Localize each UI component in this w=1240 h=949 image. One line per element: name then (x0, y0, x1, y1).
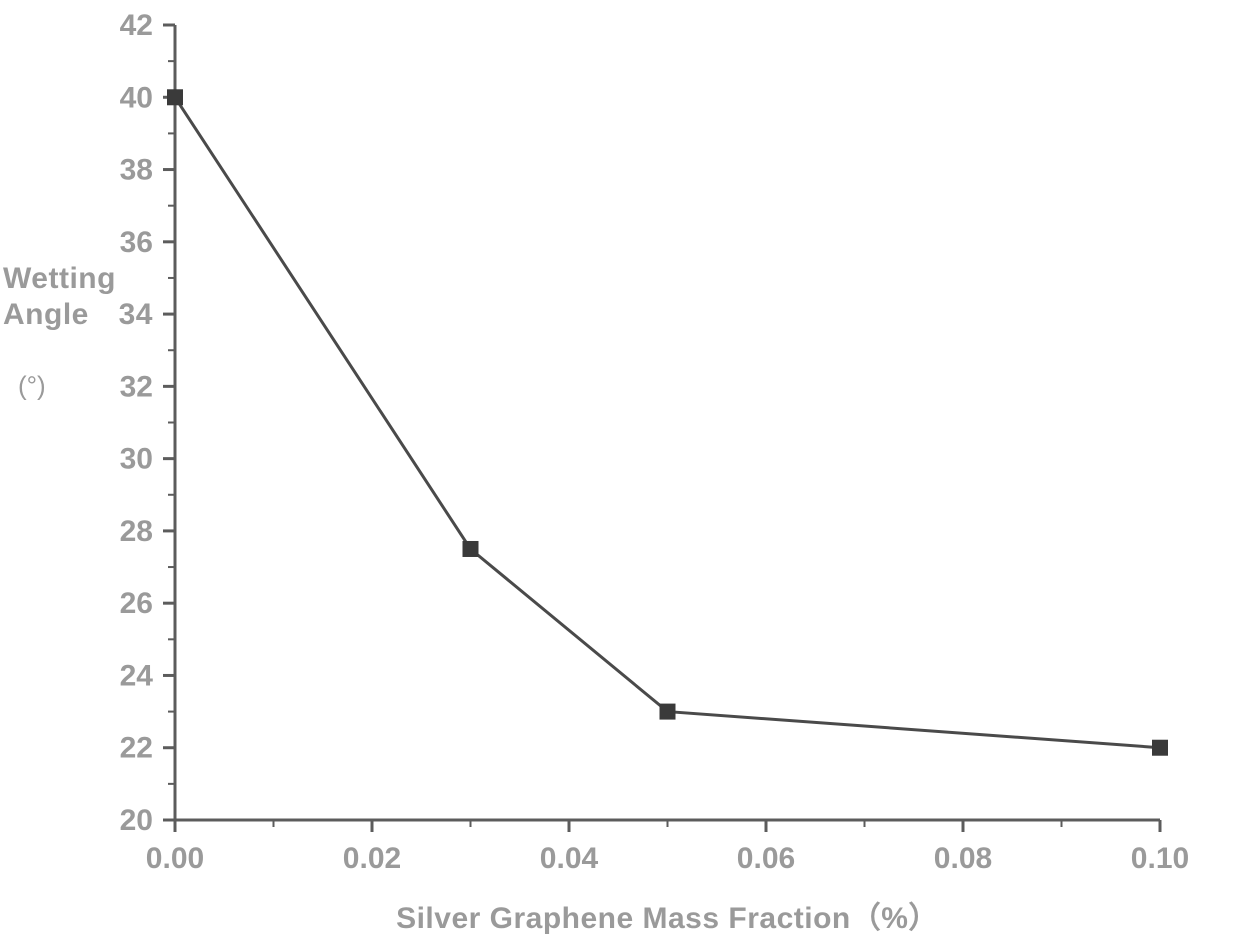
y-ticks: 20 22 24 26 28 30 32 36 38 40 42 (120, 9, 175, 837)
y-tick-label: 28 (120, 515, 153, 548)
x-axis-label: Silver Graphene Mass Fraction（%） (396, 901, 939, 935)
y-tick-label: 42 (120, 9, 153, 42)
y-tick-label: 32 (120, 370, 153, 403)
y-tick-label: 26 (120, 587, 153, 620)
data-series (167, 89, 1168, 755)
data-point-marker (463, 541, 479, 557)
y-tick-label: 38 (120, 154, 153, 187)
axes (175, 25, 1160, 820)
data-point-marker (1152, 740, 1168, 756)
x-tick-label: 0.00 (146, 842, 204, 875)
data-point-marker (167, 89, 183, 105)
y-tick-label: 40 (120, 81, 153, 114)
y-tick-label: 20 (120, 804, 153, 837)
y-tick-label: 22 (120, 732, 153, 765)
data-point-marker (660, 704, 676, 720)
x-tick-label: 0.06 (737, 842, 795, 875)
x-tick-label: 0.10 (1131, 842, 1189, 875)
x-tick-label: 0.02 (343, 842, 401, 875)
line-chart: 2022242628303236384042 0.000.020.040.060… (0, 0, 1240, 949)
y-axis-label-line2: Angle34 (3, 298, 153, 331)
y-tick-label: 30 (120, 443, 153, 476)
y-axis-label-line1: Wetting (3, 262, 116, 295)
x-tick-label: 0.04 (540, 842, 599, 875)
x-ticks: 0.00 0.02 0.04 0.06 0.08 0.10 (146, 820, 1189, 875)
x-tick-label: 0.08 (934, 842, 992, 875)
y-axis-unit: (°) (18, 370, 46, 400)
y-tick-label: 24 (120, 659, 154, 692)
y-tick-label: 36 (120, 226, 153, 259)
